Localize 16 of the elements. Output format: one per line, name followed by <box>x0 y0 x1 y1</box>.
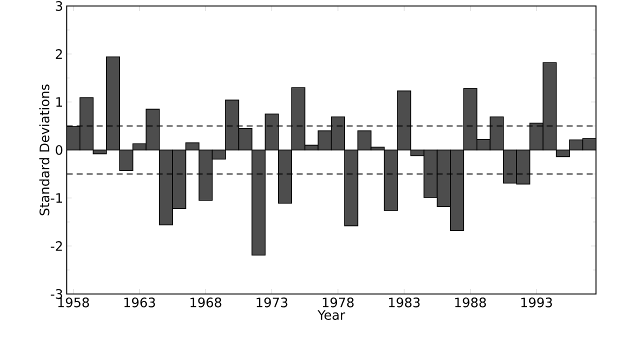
x-tick-label: 1978 <box>322 298 354 308</box>
x-axis-title: Year <box>318 310 346 320</box>
x-tick-label: 1983 <box>389 298 420 308</box>
y-tick-label: 3 <box>56 1 62 11</box>
y-axis-title: Standard Deviations <box>39 84 50 216</box>
y-tick-label: 2 <box>56 49 62 59</box>
y-tick-label: -1 <box>50 193 62 203</box>
x-tick-label: 1968 <box>190 298 222 308</box>
y-tick-label: 0 <box>56 145 62 155</box>
x-tick-label: 1963 <box>124 298 155 308</box>
x-tick-label: 1958 <box>58 298 89 308</box>
y-tick-label: -2 <box>50 241 62 251</box>
y-tick-label: 1 <box>56 97 62 107</box>
x-tick-label: 1993 <box>521 298 552 308</box>
x-tick-label: 1973 <box>256 298 288 308</box>
x-tick-label: 1988 <box>455 298 486 308</box>
